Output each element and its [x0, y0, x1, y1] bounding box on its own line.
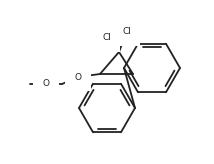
Text: O: O	[43, 80, 49, 89]
Text: Cl: Cl	[103, 33, 111, 42]
Text: Cl: Cl	[123, 28, 131, 37]
Text: O: O	[74, 72, 82, 82]
